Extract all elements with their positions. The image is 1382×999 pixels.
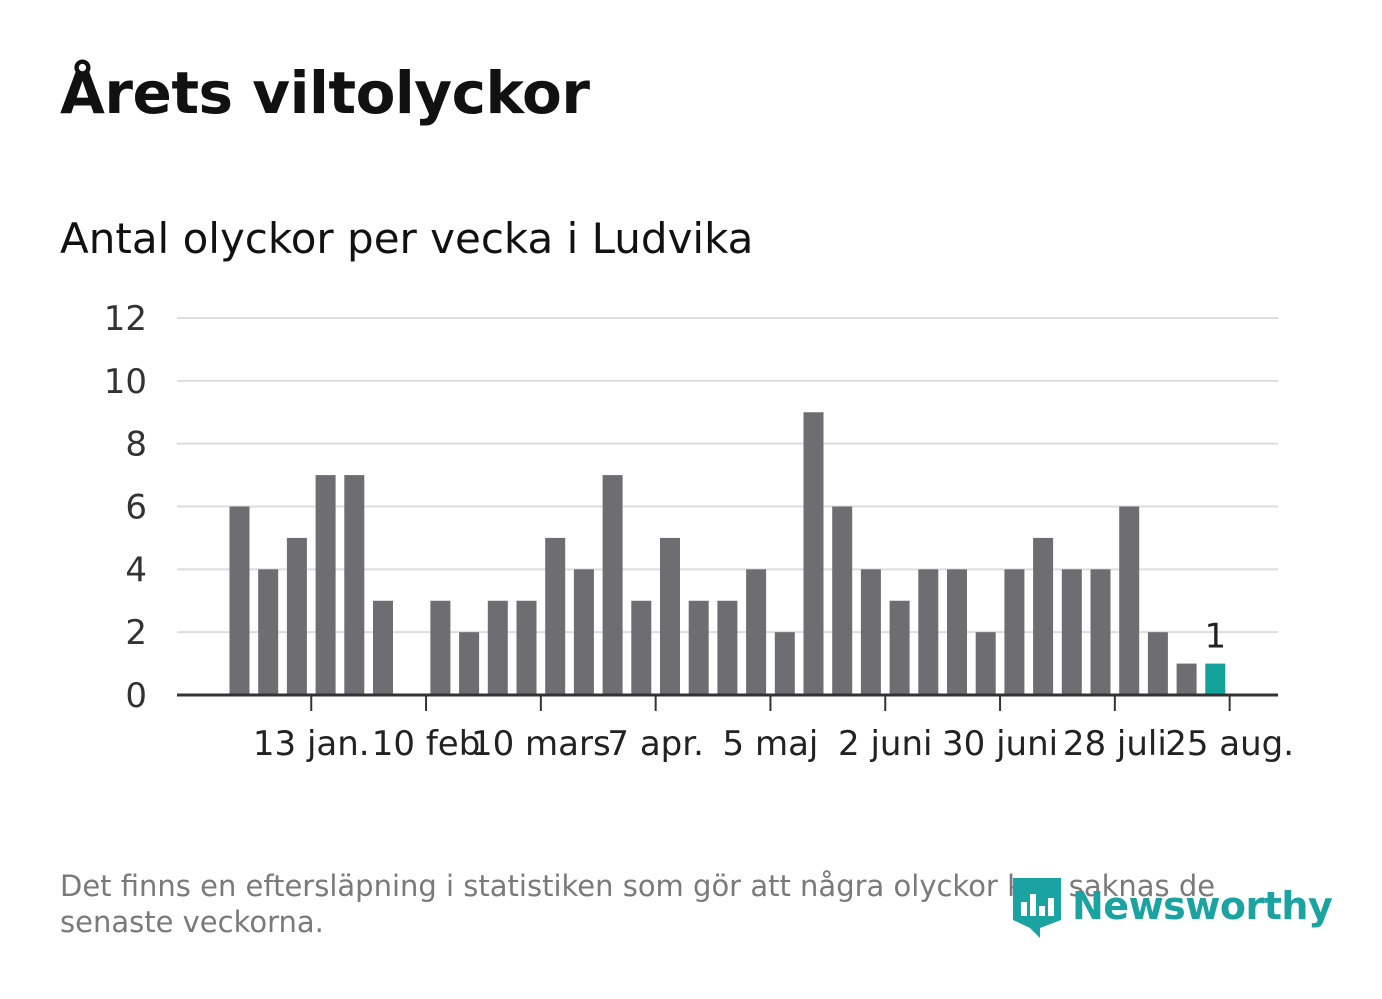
- bar: [258, 569, 279, 695]
- brand-name: Newsworthy: [1072, 884, 1333, 928]
- bar: [1004, 569, 1025, 695]
- y-axis-ticks: 0 2 4 6 8 10 12: [104, 299, 147, 716]
- bar: [1147, 632, 1168, 695]
- y-tick-label: 12: [104, 299, 147, 339]
- bar: [746, 569, 767, 695]
- bar: [803, 412, 824, 695]
- y-tick-label: 10: [104, 362, 147, 402]
- y-tick-label: 2: [125, 613, 147, 653]
- x-tick-label: 13 jan.: [253, 724, 370, 764]
- bar: [1061, 569, 1082, 695]
- bar: [373, 600, 393, 695]
- x-tick-label: 5 maj: [723, 724, 819, 764]
- bar: [315, 475, 336, 695]
- y-tick-label: 4: [125, 550, 147, 590]
- bar: [660, 537, 680, 695]
- bars: [229, 412, 1226, 695]
- data-labels: 1: [1204, 617, 1226, 657]
- bar: [545, 537, 566, 695]
- bar: [430, 600, 451, 695]
- x-tick-label: 10 feb: [372, 724, 481, 764]
- brand-logo: Newsworthy: [1010, 872, 1333, 940]
- chart-title: Årets viltolyckor: [60, 59, 590, 127]
- newsworthy-logo-icon: [1013, 878, 1061, 938]
- y-tick-label: 8: [125, 425, 147, 465]
- x-tick-label: 10 mars: [471, 724, 611, 764]
- x-tick-label: 7 apr.: [607, 724, 704, 764]
- bar: [1176, 663, 1197, 695]
- x-tick-label: 28 juli: [1063, 724, 1167, 764]
- bar: [975, 632, 996, 695]
- bar: [344, 475, 365, 695]
- y-tick-label: 6: [125, 488, 147, 528]
- bar: [602, 475, 623, 695]
- bar: [1090, 569, 1111, 695]
- x-tick-label: 25 aug.: [1165, 724, 1294, 764]
- bar: [947, 569, 967, 695]
- bar: [832, 506, 853, 695]
- bar: [229, 506, 250, 695]
- bar-latest-week: [1205, 663, 1226, 695]
- last-value-label: 1: [1204, 617, 1226, 657]
- y-tick-label: 0: [125, 676, 147, 716]
- bar: [889, 600, 910, 695]
- bar: [459, 632, 480, 695]
- chart-subtitle: Antal olyckor per vecka i Ludvika: [60, 214, 754, 263]
- bar: [631, 600, 652, 695]
- bar: [1119, 506, 1140, 695]
- bar: [1033, 537, 1054, 695]
- x-tick-label: 30 juni: [942, 724, 1058, 764]
- bar: [516, 600, 537, 695]
- x-tick-label: 2 juni: [838, 724, 932, 764]
- bar: [688, 600, 709, 695]
- gridlines: [177, 317, 1278, 634]
- bar: [717, 600, 738, 695]
- bar: [573, 569, 594, 695]
- bar: [487, 600, 508, 695]
- bar: [286, 537, 307, 695]
- bar: [774, 632, 795, 695]
- bar: [860, 569, 881, 695]
- bar: [918, 569, 939, 695]
